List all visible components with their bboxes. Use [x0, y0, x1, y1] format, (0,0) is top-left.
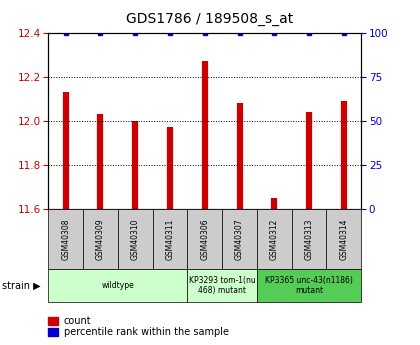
Text: KP3293 tom-1(nu
468) mutant: KP3293 tom-1(nu 468) mutant — [189, 276, 255, 295]
Text: KP3365 unc-43(n1186)
mutant: KP3365 unc-43(n1186) mutant — [265, 276, 353, 295]
Text: GSM40312: GSM40312 — [270, 218, 279, 259]
Text: GSM40310: GSM40310 — [131, 218, 140, 260]
Text: GSM40309: GSM40309 — [96, 218, 105, 260]
Text: GSM40311: GSM40311 — [165, 218, 174, 259]
Text: count: count — [64, 316, 92, 326]
Text: GDS1786 / 189508_s_at: GDS1786 / 189508_s_at — [126, 12, 294, 26]
Text: GSM40308: GSM40308 — [61, 218, 70, 260]
Text: GSM40307: GSM40307 — [235, 218, 244, 260]
Text: wildtype: wildtype — [102, 281, 134, 290]
Text: GSM40306: GSM40306 — [200, 218, 209, 260]
Text: percentile rank within the sample: percentile rank within the sample — [64, 327, 229, 337]
Text: strain ▶: strain ▶ — [2, 280, 41, 290]
Text: GSM40313: GSM40313 — [304, 218, 314, 260]
Text: GSM40314: GSM40314 — [339, 218, 348, 260]
